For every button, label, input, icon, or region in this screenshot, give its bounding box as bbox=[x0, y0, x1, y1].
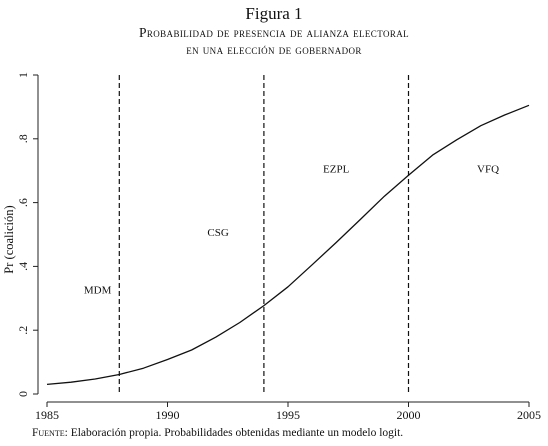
y-tick-label: 1 bbox=[16, 72, 30, 78]
subtitle-line-2: en una elección de gobernador bbox=[186, 42, 362, 57]
annotation-mdm: MDM bbox=[84, 285, 112, 297]
y-tick-label: .4 bbox=[16, 262, 30, 271]
x-tick-label: 1995 bbox=[276, 408, 300, 422]
plot-area: 0 .2 .4 .6 .8 1 1985 1990 1995 2000 2005 Pr (coalic… bbox=[2, 72, 541, 422]
source-text: Elaboración propia. Probabilidades obten… bbox=[67, 427, 404, 439]
y-tick-label: .2 bbox=[16, 326, 30, 335]
x-tick-label: 1990 bbox=[156, 408, 180, 422]
figure-subtitle: Probabilidad de presencia de alianza ele… bbox=[0, 24, 548, 58]
source-note: Fuente: Elaboración propia. Probabilidad… bbox=[32, 427, 403, 439]
series-line bbox=[46, 104, 530, 386]
x-tick-label: 2005 bbox=[517, 408, 541, 422]
subtitle-line-1: Probabilidad de presencia de alianza ele… bbox=[138, 25, 410, 40]
annotation-ezpl: EZPL bbox=[323, 163, 350, 175]
y-tick-label: 0 bbox=[16, 391, 30, 397]
y-tick-label: .6 bbox=[16, 198, 30, 207]
x-tick-label: 2000 bbox=[397, 408, 421, 422]
y-tick-label: .8 bbox=[16, 134, 30, 143]
annotation-csg: CSG bbox=[207, 227, 228, 239]
annotation-vfq: VFQ bbox=[477, 163, 499, 175]
x-tick-label: 1985 bbox=[35, 408, 59, 422]
figure-title: Figura 1 bbox=[245, 4, 303, 23]
source-label: Fuente: bbox=[32, 427, 68, 439]
y-axis-label: Pr (coalición) bbox=[2, 205, 16, 273]
